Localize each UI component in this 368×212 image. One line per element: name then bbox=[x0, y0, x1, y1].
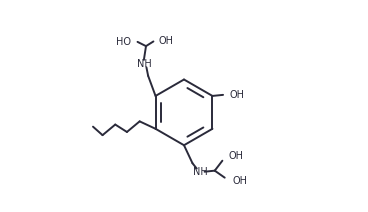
Text: NH: NH bbox=[192, 167, 207, 177]
Text: NH: NH bbox=[137, 59, 151, 69]
Text: OH: OH bbox=[232, 176, 247, 186]
Text: OH: OH bbox=[229, 90, 244, 100]
Text: HO: HO bbox=[116, 37, 131, 47]
Text: OH: OH bbox=[229, 151, 244, 161]
Text: OH: OH bbox=[159, 36, 174, 46]
